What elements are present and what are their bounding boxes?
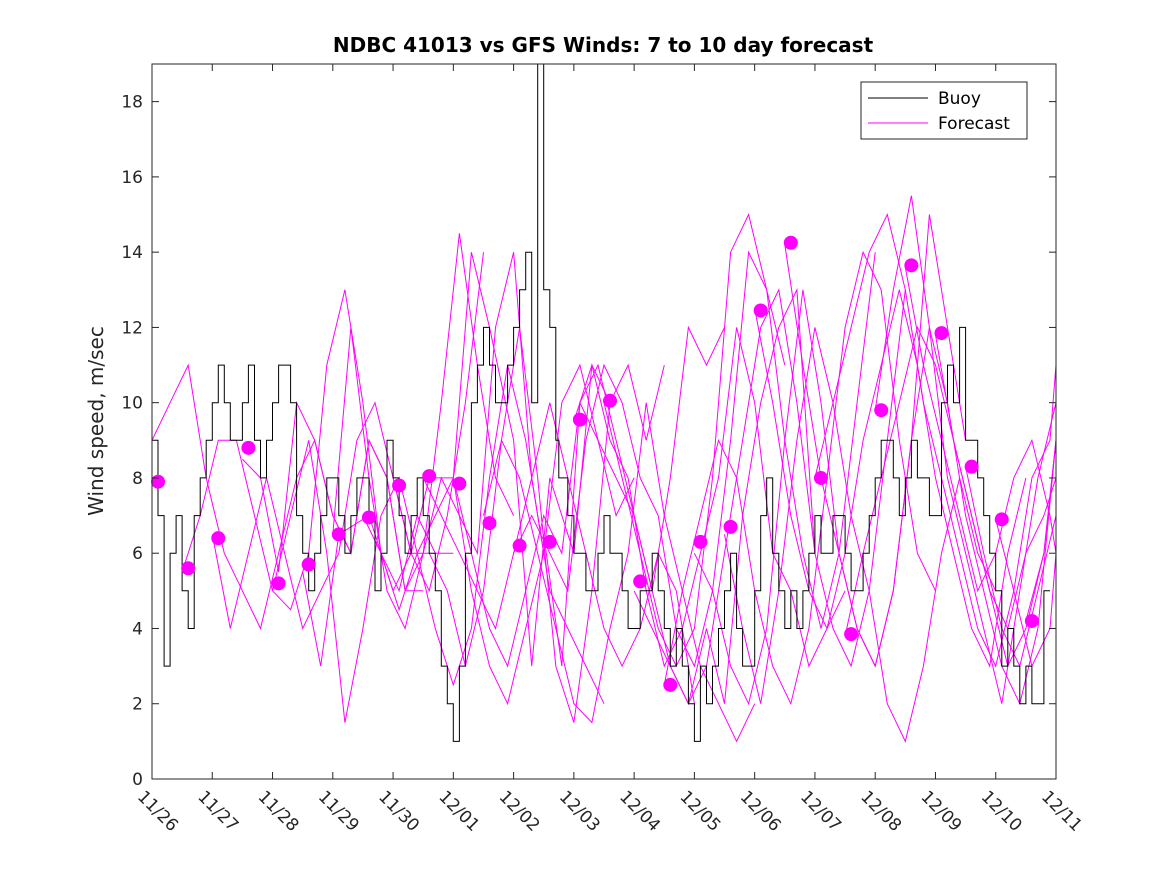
y-tick-label: 16	[121, 168, 143, 188]
forecast-series-line	[302, 252, 611, 667]
forecast-marker	[904, 258, 919, 273]
forecast-marker	[151, 474, 166, 489]
y-axis-label: Wind speed, m/sec	[84, 326, 108, 516]
x-tick-label: 11/29	[314, 787, 363, 836]
y-tick-label: 12	[121, 318, 143, 338]
forecast-marker	[301, 557, 316, 572]
forecast-marker	[392, 478, 407, 493]
forecast-marker	[783, 235, 798, 250]
forecast-series-line	[272, 364, 545, 723]
forecast-marker	[572, 412, 587, 427]
forecast-marker	[844, 627, 859, 642]
forecast-marker	[693, 534, 708, 549]
forecast-series-line	[211, 252, 484, 630]
forecast-marker	[331, 527, 346, 542]
plot-frame	[151, 63, 1057, 780]
x-tick-label: 12/05	[676, 787, 725, 836]
forecast-marker	[482, 516, 497, 531]
forecast-series-line	[242, 233, 515, 593]
forecast-series-line	[513, 250, 786, 668]
y-tick-label: 4	[132, 619, 143, 639]
legend-buoy-label: Buoy	[938, 89, 981, 109]
forecast-marker	[1024, 613, 1039, 628]
x-tick-label: 11/30	[374, 787, 423, 836]
x-tick-label: 11/26	[133, 787, 182, 836]
legend-forecast-label: Forecast	[938, 114, 1010, 134]
forecast-series-line	[483, 402, 756, 743]
x-tick-label: 12/10	[977, 787, 1026, 836]
forecast-series-line	[965, 466, 1056, 668]
forecast-marker	[211, 531, 226, 546]
y-tick-label: 10	[121, 394, 143, 414]
x-tick-label: 11/27	[193, 787, 242, 836]
x-tick-label: 12/04	[615, 787, 664, 836]
forecast-marker	[994, 512, 1009, 527]
forecast-series-line	[633, 288, 906, 705]
forecast-marker	[603, 393, 618, 408]
forecast-marker	[452, 476, 467, 491]
x-tick-label: 12/01	[434, 787, 483, 836]
forecast-marker	[663, 677, 678, 692]
forecast-series-line	[935, 334, 1056, 630]
forecast-marker	[874, 403, 889, 418]
forecast-series-line	[693, 214, 967, 706]
buoy-series-line	[152, 64, 1050, 742]
x-tick-label: 12/09	[917, 787, 966, 836]
x-tick-label: 12/11	[1037, 787, 1086, 836]
x-tick-label: 12/07	[796, 787, 845, 836]
forecast-marker	[813, 470, 828, 485]
forecast-marker	[241, 440, 256, 455]
chart-title: NDBC 41013 vs GFS Winds: 7 to 10 day for…	[333, 33, 874, 57]
forecast-series-line	[332, 252, 605, 704]
forecast-marker	[753, 303, 768, 318]
forecast-marker	[512, 538, 527, 553]
forecast-marker	[422, 469, 437, 484]
y-tick-label: 2	[132, 695, 143, 715]
y-tick-label: 8	[132, 469, 143, 489]
forecast-series-line	[904, 267, 1056, 593]
x-tick-label: 12/02	[495, 787, 544, 836]
legend: Buoy Forecast	[860, 81, 1028, 140]
x-tick-label: 12/08	[856, 787, 905, 836]
x-tick-label: 12/06	[736, 787, 785, 836]
forecast-series-line	[392, 327, 665, 723]
y-tick-label: 14	[121, 243, 143, 263]
forecast-marker	[361, 510, 376, 525]
forecast-marker	[964, 459, 979, 474]
forecast-series-line	[663, 250, 936, 706]
plot-area	[152, 64, 1056, 779]
y-tick-label: 0	[132, 770, 143, 790]
y-tick-label: 18	[121, 93, 143, 113]
forecast-marker	[271, 576, 286, 591]
legend-box	[860, 81, 1028, 140]
x-tick-label: 12/03	[555, 787, 604, 836]
x-tick-label: 11/28	[254, 787, 303, 836]
forecast-marker	[542, 534, 557, 549]
y-tick-label: 6	[132, 544, 143, 564]
forecast-series-line	[754, 289, 1027, 668]
forecast-series-line	[452, 325, 725, 668]
forecast-marker	[633, 574, 648, 589]
forecast-marker	[181, 561, 196, 576]
forecast-series-line	[362, 363, 635, 706]
forecast-marker	[723, 519, 738, 534]
forecast-marker	[934, 326, 949, 341]
